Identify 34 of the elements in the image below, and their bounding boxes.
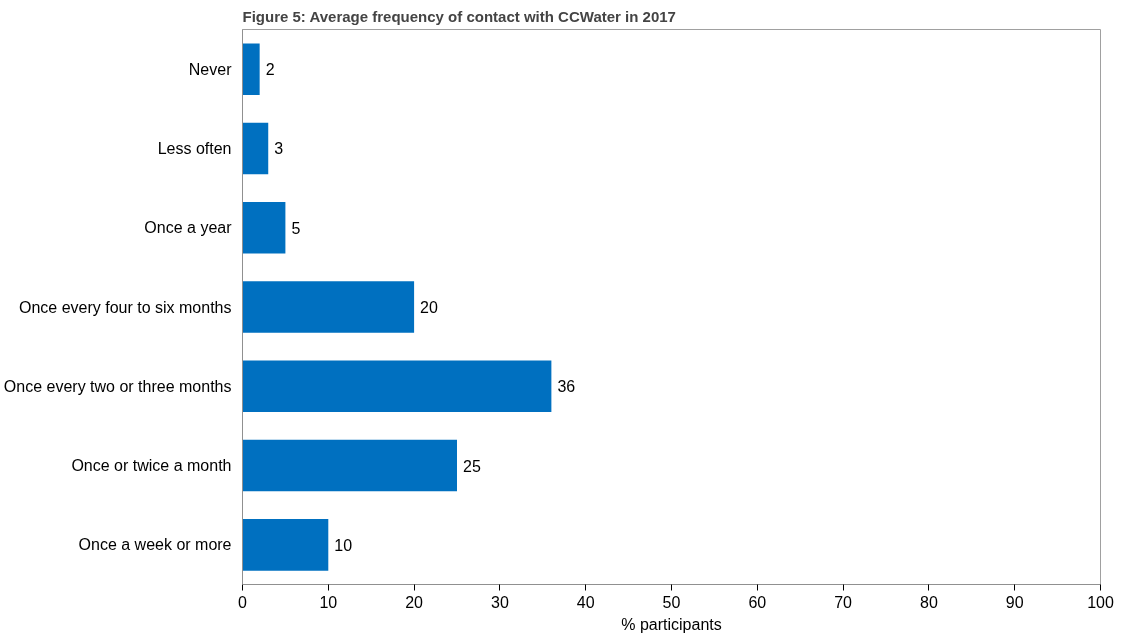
bar bbox=[242, 281, 415, 333]
x-tick-label: 70 bbox=[834, 593, 853, 611]
y-tick-label: Once a week or more bbox=[78, 536, 232, 554]
chart-title: Figure 5: Average frequency of contact with CCWater in 2017 bbox=[242, 7, 676, 25]
bar bbox=[242, 122, 269, 175]
data-label: 20 bbox=[420, 299, 438, 316]
y-tick-label: Once a year bbox=[144, 219, 233, 237]
bar bbox=[242, 519, 329, 571]
data-label: 36 bbox=[557, 378, 576, 396]
x-axis-title: % participants bbox=[621, 615, 722, 633]
y-tick-label: Once or twice a month bbox=[71, 457, 232, 475]
x-tick-label: 0 bbox=[238, 593, 248, 611]
x-tick-label: 10 bbox=[319, 593, 338, 611]
bar bbox=[242, 43, 260, 95]
x-tick-label: 80 bbox=[920, 593, 938, 611]
bar bbox=[242, 360, 552, 413]
data-label: 10 bbox=[334, 536, 353, 554]
data-label: 25 bbox=[463, 457, 481, 475]
data-label: 5 bbox=[291, 219, 301, 237]
x-tick-label: 60 bbox=[748, 593, 767, 611]
x-tick-label: 30 bbox=[491, 593, 509, 611]
y-tick-label: Less often bbox=[157, 139, 232, 157]
bar bbox=[242, 201, 286, 254]
data-label: 3 bbox=[274, 140, 284, 158]
y-tick-label: Once every two or three months bbox=[3, 377, 232, 395]
x-tick-label: 100 bbox=[1087, 593, 1114, 611]
y-tick-label: Never bbox=[188, 60, 233, 78]
data-label: 2 bbox=[265, 61, 275, 79]
x-tick-label: 20 bbox=[405, 593, 424, 611]
bar bbox=[242, 439, 457, 492]
y-tick-label: Once every four to six months bbox=[18, 298, 232, 316]
x-tick-label: 50 bbox=[662, 593, 681, 611]
x-tick-label: 40 bbox=[576, 593, 595, 611]
x-tick-label: 90 bbox=[1005, 593, 1024, 611]
